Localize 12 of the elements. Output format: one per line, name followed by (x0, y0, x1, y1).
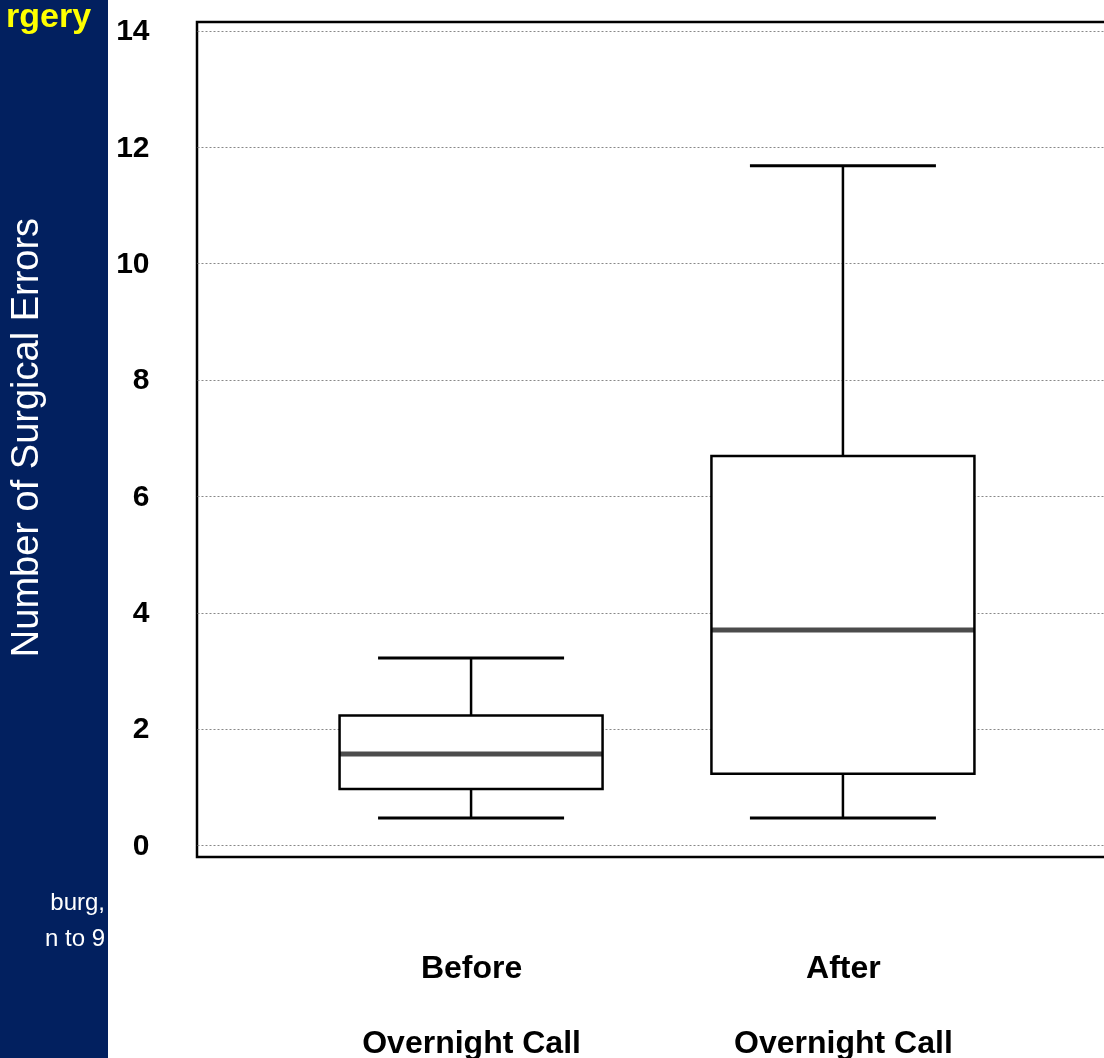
y-tick-label: 12 (116, 129, 150, 163)
text: n to 9 (44, 923, 105, 953)
y-tick-label: 0 (132, 827, 150, 861)
y-tick-label: 6 (132, 478, 150, 512)
text: burg, (49, 887, 105, 917)
y-tick-label: 4 (132, 595, 150, 629)
y-tick-label: 14 (116, 13, 150, 47)
y-axis-title: Number of Surgical Errors (3, 217, 46, 658)
y-tick-label: 2 (132, 711, 150, 745)
chart-title: rgery (0, 0, 98, 35)
y-tick-label: 8 (132, 362, 150, 396)
y-tick-label: 10 (116, 245, 150, 279)
